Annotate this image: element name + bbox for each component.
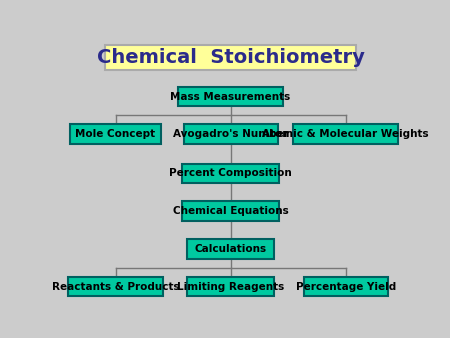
FancyBboxPatch shape — [304, 277, 387, 296]
Text: Percentage Yield: Percentage Yield — [296, 282, 396, 291]
FancyBboxPatch shape — [105, 45, 356, 70]
Text: Mass Measurements: Mass Measurements — [171, 92, 291, 101]
Text: Percent Composition: Percent Composition — [169, 168, 292, 178]
Text: Chemical Equations: Chemical Equations — [173, 206, 288, 216]
FancyBboxPatch shape — [184, 124, 278, 144]
Text: Calculations: Calculations — [194, 244, 267, 254]
FancyBboxPatch shape — [182, 164, 279, 183]
FancyBboxPatch shape — [293, 124, 398, 144]
Text: Atomic & Molecular Weights: Atomic & Molecular Weights — [262, 129, 429, 139]
Text: Avogadro's Number: Avogadro's Number — [173, 129, 288, 139]
FancyBboxPatch shape — [182, 201, 279, 221]
FancyBboxPatch shape — [187, 239, 274, 259]
Text: Chemical  Stoichiometry: Chemical Stoichiometry — [97, 48, 365, 67]
Text: Mole Concept: Mole Concept — [76, 129, 156, 139]
FancyBboxPatch shape — [187, 277, 274, 296]
FancyBboxPatch shape — [68, 277, 162, 296]
FancyBboxPatch shape — [178, 87, 283, 106]
Text: Limiting Reagents: Limiting Reagents — [177, 282, 284, 291]
FancyBboxPatch shape — [70, 124, 161, 144]
Text: Reactants & Products: Reactants & Products — [52, 282, 180, 291]
